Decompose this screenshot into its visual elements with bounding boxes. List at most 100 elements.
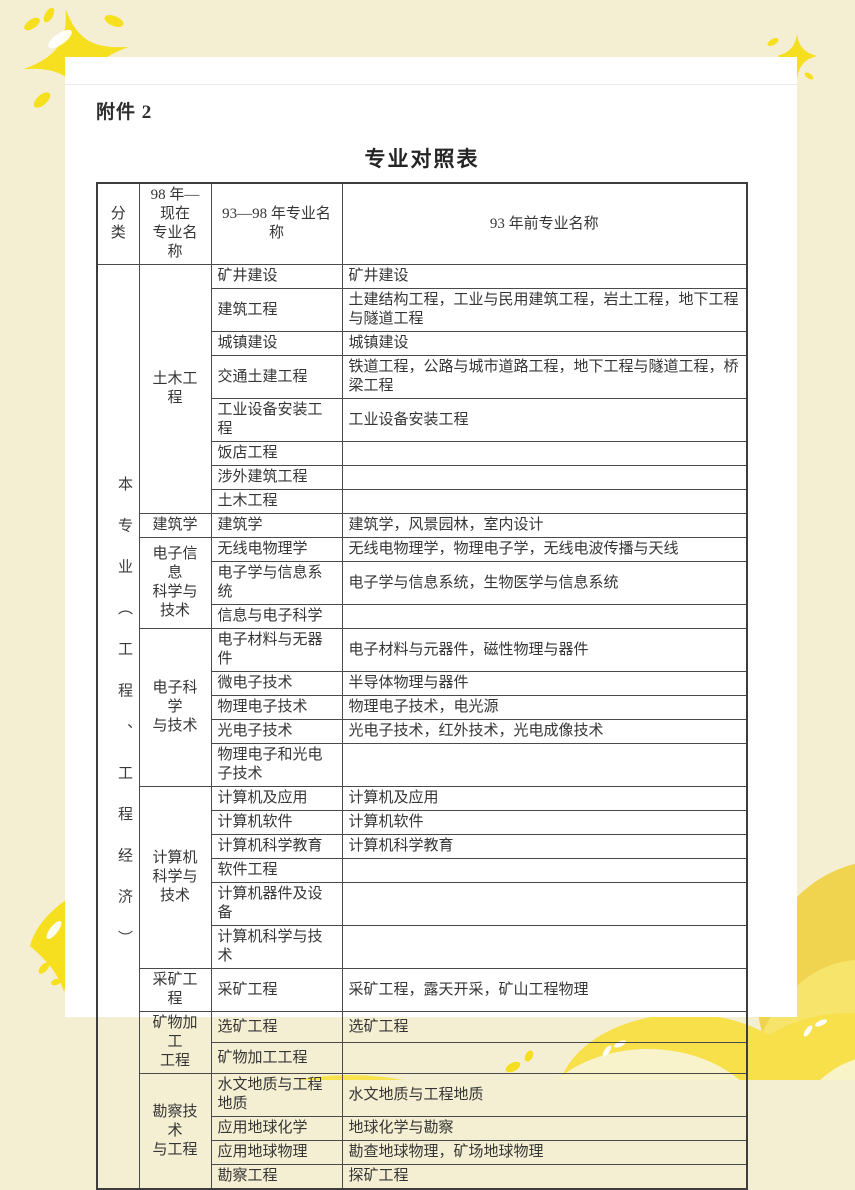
table-row: 微电子技术 半导体物理与器件 [97,671,748,696]
attachment-label: 附件 2 [96,102,153,123]
cell-old-major [341,441,748,466]
table-row: 物理电子技术 物理电子技术，电光源 [97,695,748,720]
table-row: 土木工程 [97,489,748,514]
cell-mid-major: 微电子技术 [210,671,343,696]
cell-mid-major: 建筑学 [210,513,343,538]
table-row: 物理电子和光电子技术 [97,743,748,787]
canvas: 附件 2 专业对照表 分类 98 年—现在 专业名称 93—98 年专业名称 9… [23,8,855,1190]
page-divider-line [65,84,797,85]
cell-old-major: 探矿工程 [341,1164,748,1190]
table-row: 矿物加工工程 [97,1042,748,1074]
cell-mid-major: 计算机科学教育 [210,834,343,859]
cell-old-major: 采矿工程，露天开采，矿山工程物理 [341,968,748,1012]
group-cell: 土木工程 [138,264,212,514]
cell-mid-major: 无线电物理学 [210,537,343,562]
table-row: 计算机科学教育 计算机科学教育 [97,834,748,859]
cell-mid-major: 交通土建工程 [210,355,343,399]
cell-mid-major: 计算机及应用 [210,786,343,811]
table-row: 采矿工程 采矿工程 采矿工程，露天开采，矿山工程物理 [97,968,748,1012]
cell-mid-major: 软件工程 [210,858,343,883]
cell-old-major: 半导体物理与器件 [341,671,748,696]
cell-mid-major: 计算机软件 [210,810,343,835]
cell-mid-major: 应用地球物理 [210,1140,343,1165]
major-comparison-table: 分类 98 年—现在 专业名称 93—98 年专业名称 93 年前专业名称 本专… [96,182,748,1190]
table-row: 电子科学 与技术 电子材料与无器件 电子材料与元器件，磁性物理与器件 [97,628,748,787]
header-93-98-names: 93—98 年专业名称 [210,182,343,265]
cell-old-major: 矿井建设 [341,264,748,289]
table-row: 交通土建工程 铁道工程，公路与城市道路工程，地下工程与隧道工程，桥梁工程 [97,355,748,399]
table-row: 工业设备安装工程 工业设备安装工程 [97,398,748,442]
table-row: 饭店工程 [97,441,748,466]
cell-old-major: 无线电物理学，物理电子学，无线电波传播与天线 [341,537,748,562]
cell-old-major: 计算机科学教育 [341,834,748,859]
cell-mid-major: 应用地球化学 [210,1116,343,1141]
cell-mid-major: 选矿工程 [210,1011,343,1043]
cell-mid-major: 计算机器件及设备 [210,882,343,926]
sparkle-decoration-left-icon [30,900,68,992]
cell-old-major [341,743,748,787]
table-row: 涉外建筑工程 [97,465,748,490]
table-row: 计算机器件及设备 [97,882,748,926]
cell-mid-major: 矿物加工工程 [210,1042,343,1074]
cell-mid-major: 物理电子和光电子技术 [210,743,343,787]
cell-mid-major: 饭店工程 [210,441,343,466]
group-cell: 建筑学 [138,513,212,538]
cell-mid-major: 计算机科学与技术 [210,925,343,969]
cell-old-major: 计算机软件 [341,810,748,835]
group-cell: 采矿工程 [138,968,212,1012]
sparkle-decoration-top-right-icon [767,34,817,80]
cell-old-major: 物理电子技术，电光源 [341,695,748,720]
table-row: 信息与电子科学 [97,604,748,629]
table-row: 建筑学 建筑学 建筑学，风景园林，室内设计 [97,513,748,538]
group-cell: 勘察技术 与工程 [138,1073,212,1190]
cell-old-major [341,1042,748,1074]
cell-old-major: 电子学与信息系统，生物医学与信息系统 [341,561,748,605]
group-cell: 电子科学 与技术 [138,628,212,787]
cell-mid-major: 矿井建设 [210,264,343,289]
table-row: 城镇建设 城镇建设 [97,331,748,356]
cell-old-major [341,489,748,514]
header-current-names: 98 年—现在 专业名称 [138,182,212,265]
cell-mid-major: 物理电子技术 [210,695,343,720]
page-title: 专业对照表 [364,147,480,171]
header-category: 分类 [96,182,140,265]
table-row: 计算机 科学与技术 计算机及应用 计算机及应用 [97,786,748,969]
table-row: 矿物加工 工程 选矿工程 选矿工程 [97,1011,748,1074]
cell-old-major: 工业设备安装工程 [341,398,748,442]
group-cell: 计算机 科学与技术 [138,786,212,969]
cell-old-major: 城镇建设 [341,331,748,356]
table-row: 光电子技术 光电子技术，红外技术，光电成像技术 [97,719,748,744]
cell-mid-major: 工业设备安装工程 [210,398,343,442]
cell-old-major: 建筑学，风景园林，室内设计 [341,513,748,538]
cell-old-major: 勘查地球物理，矿场地球物理 [341,1140,748,1165]
cell-mid-major: 城镇建设 [210,331,343,356]
cell-old-major: 土建结构工程，工业与民用建筑工程，岩土工程，地下工程与隧道工程 [341,288,748,332]
cell-mid-major: 电子学与信息系统 [210,561,343,605]
cell-mid-major: 信息与电子科学 [210,604,343,629]
cell-old-major [341,858,748,883]
cell-mid-major: 勘察工程 [210,1164,343,1190]
header-pre-93-names: 93 年前专业名称 [341,182,748,265]
cell-old-major [341,925,748,969]
cell-mid-major: 土木工程 [210,489,343,514]
cell-old-major: 电子材料与元器件，磁性物理与器件 [341,628,748,672]
cell-mid-major: 涉外建筑工程 [210,465,343,490]
table-header-row: 分类 98 年—现在 专业名称 93—98 年专业名称 93 年前专业名称 [96,182,748,265]
cell-mid-major: 采矿工程 [210,968,343,1012]
cell-old-major: 计算机及应用 [341,786,748,811]
cell-old-major: 光电子技术，红外技术，光电成像技术 [341,719,748,744]
cell-old-major: 地球化学与勘察 [341,1116,748,1141]
cell-mid-major: 光电子技术 [210,719,343,744]
document-page: 附件 2 专业对照表 分类 98 年—现在 专业名称 93—98 年专业名称 9… [65,57,797,1190]
cell-old-major [341,465,748,490]
group-cell: 电子信息 科学与技术 [138,537,212,629]
vertical-category-cell: 本专业（工程、工程经济） [96,264,140,1190]
group-cell: 矿物加工 工程 [138,1011,212,1074]
cell-old-major [341,604,748,629]
table-row: 计算机软件 计算机软件 [97,810,748,835]
table-row: 软件工程 [97,858,748,883]
table-row: 本专业（工程、工程经济） 土木工程 矿井建设 矿井建设 [96,264,748,1190]
vertical-category-label: 本专业（工程、工程经济） [116,476,132,971]
cell-mid-major: 电子材料与无器件 [210,628,343,672]
cell-mid-major: 建筑工程 [210,288,343,332]
